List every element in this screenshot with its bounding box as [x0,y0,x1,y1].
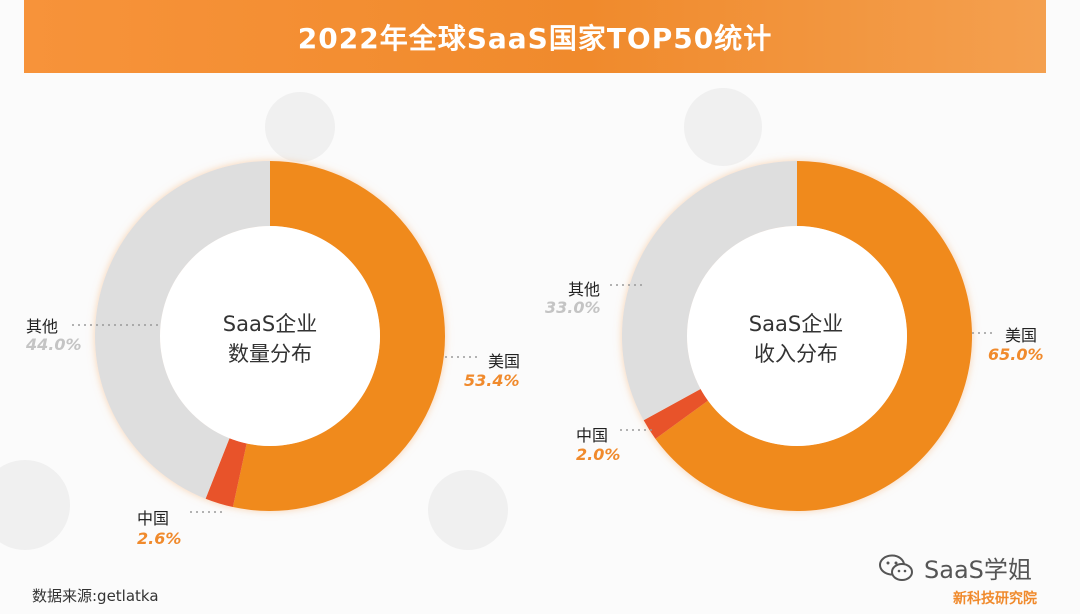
slice-label-usa: 美国 [1005,326,1038,345]
slice-label-china: 中国 [576,426,609,445]
wechat-icon [879,554,913,581]
chart-title: 2022年全球SaaS国家TOP50统计 [297,21,773,55]
slice-value-china: 2.6% [137,529,182,548]
chart-2-center-label: SaaS企业 收入分布 [716,309,876,369]
slice-usa [232,161,446,512]
data-source: 数据来源:getlatka [32,587,159,605]
center-line-2: 数量分布 [228,342,312,366]
slice-other [621,161,797,421]
slice-value-other: 44.0% [26,335,82,354]
brand-logo: 新科技研究院 [953,591,1037,607]
donut-chart-count [95,161,446,512]
background-decoration [428,470,508,550]
slice-china [643,388,709,439]
donut-chart-revenue [621,161,972,512]
center-line-1: SaaS企业 [222,312,318,336]
title-banner: 2022年全球SaaS国家TOP50统计 [24,0,1046,73]
chart-1-center-label: SaaS企业 数量分布 [190,309,350,369]
center-line-1: SaaS企业 [748,312,844,336]
slice-value-usa: 65.0% [988,345,1044,364]
center-line-2: 收入分布 [754,342,838,366]
slice-value-other: 33.0% [545,298,601,317]
slice-value-china: 2.0% [576,445,621,464]
slice-label-other: 其他 [26,317,59,336]
background-decoration [684,88,762,166]
slice-value-usa: 53.4% [464,371,520,390]
background-decoration [0,460,70,550]
slice-other [95,161,270,499]
donut-hole [687,226,907,446]
donut-hole [160,226,380,446]
slice-label-other: 其他 [568,280,601,299]
watermark: SaaS学姐 [878,550,1032,585]
slice-china [205,438,247,508]
background-decoration [265,92,335,162]
slice-label-usa: 美国 [488,352,521,371]
watermark-text: SaaS学姐 [924,556,1032,584]
slice-label-china: 中国 [137,509,170,528]
slice-usa [655,161,972,512]
